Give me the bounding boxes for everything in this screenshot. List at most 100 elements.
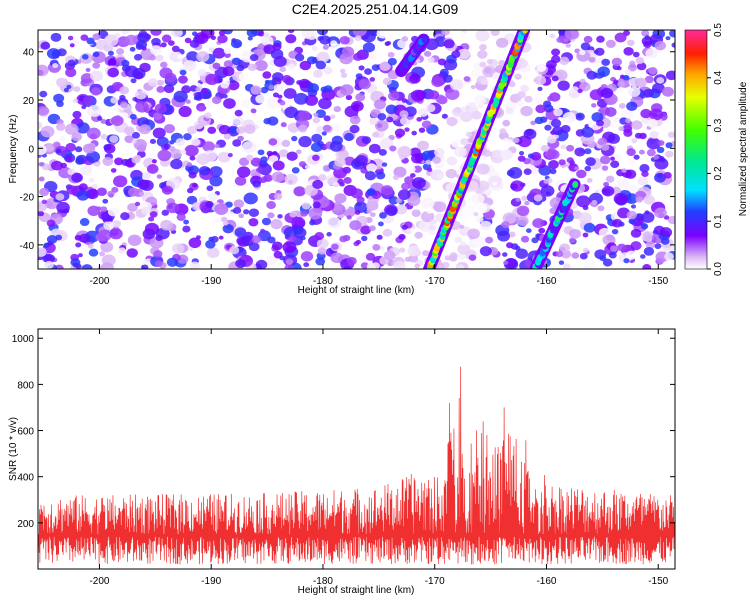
heatmap-cell xyxy=(273,251,283,259)
heatmap-cell xyxy=(407,195,421,207)
heatmap-cell xyxy=(156,174,162,179)
heatmap-cell xyxy=(286,151,298,161)
heatmap-cell xyxy=(602,188,607,193)
heatmap-cell xyxy=(167,40,175,46)
heatmap-cell xyxy=(124,65,139,78)
heatmap-cell xyxy=(543,179,550,184)
heatmap-cell xyxy=(171,243,185,254)
heatmap-cell xyxy=(82,95,94,106)
heatmap-streak-cell xyxy=(572,181,579,189)
heatmap-cell xyxy=(369,117,378,125)
heatmap-cell xyxy=(459,224,465,229)
heatmap-cell xyxy=(182,225,191,233)
heatmap-cell xyxy=(207,126,217,134)
heatmap-cell xyxy=(41,199,47,205)
heatmap-cell xyxy=(530,151,542,161)
heatmap-cell xyxy=(474,95,486,105)
heatmap-cell xyxy=(458,208,472,220)
heatmap-cell xyxy=(428,90,440,100)
heatmap-cell xyxy=(75,242,82,248)
heatmap-cell xyxy=(441,113,448,119)
heatmap-cell xyxy=(176,213,186,221)
heatmap-cell xyxy=(611,228,619,235)
heatmap-cell xyxy=(537,86,543,92)
heatmap-streak-cell xyxy=(522,30,529,34)
heatmap-cell xyxy=(282,241,297,254)
heatmap-cell xyxy=(610,160,620,169)
heatmap-cell xyxy=(366,188,376,196)
heatmap-cell xyxy=(217,151,231,163)
heatmap-cell xyxy=(436,172,444,179)
heatmap-cell xyxy=(626,101,638,111)
heatmap-cell xyxy=(625,250,637,260)
heatmap-cell xyxy=(497,230,511,242)
heatmap-cell xyxy=(260,156,268,163)
heatmap-cell xyxy=(86,151,101,163)
heatmap-cell xyxy=(430,186,440,195)
heatmap-cell xyxy=(107,67,119,78)
heatmap-cell xyxy=(270,219,283,230)
heatmap-cell xyxy=(135,101,149,113)
heatmap-cell xyxy=(475,216,484,223)
heatmap-cell xyxy=(524,200,530,206)
heatmap-cell xyxy=(159,67,173,79)
heatmap-cell xyxy=(516,58,528,69)
heatmap-cell xyxy=(263,44,276,55)
colorbar: 0.0 0.1 0.2 0.3 0.4 0.5 Normalized spectral a… xyxy=(684,23,749,276)
heatmap-cell xyxy=(393,166,407,178)
heatmap-cell xyxy=(236,166,251,178)
heatmap-cell xyxy=(362,42,376,53)
heatmap-cell xyxy=(365,252,376,261)
heatmap-cell xyxy=(127,187,139,197)
heatmap-cell xyxy=(234,109,243,117)
heatmap-cell xyxy=(594,47,605,56)
snr-x-axis: -200 -190 -180 -170 -160 -150 xyxy=(89,329,669,587)
heatmap-cell xyxy=(81,54,89,60)
heatmap-cell xyxy=(272,92,279,98)
heatmap-cell xyxy=(656,77,665,84)
heatmap-cell xyxy=(630,204,637,209)
heatmap-cell xyxy=(422,250,430,257)
heatmap-cell xyxy=(487,175,502,188)
heatmap-cell xyxy=(41,163,51,171)
heatmap-cell xyxy=(596,35,605,43)
heatmap-cell xyxy=(222,223,234,234)
snr-series-line xyxy=(38,366,675,565)
heatmap-cell xyxy=(591,103,597,108)
heatmap-cell xyxy=(443,59,458,71)
heatmap-cell xyxy=(366,209,372,214)
heatmap-cell xyxy=(669,30,675,38)
heatmap-cell xyxy=(525,228,532,234)
heatmap-cell xyxy=(366,262,376,269)
heatmap-cell xyxy=(585,157,596,166)
heatmap-cell xyxy=(107,206,120,217)
heatmap-cell xyxy=(534,75,547,86)
heatmap-cell xyxy=(625,118,631,124)
heatmap-y-axis: -40 -20 0 20 40 xyxy=(20,48,675,252)
heatmap-cell xyxy=(312,117,321,124)
heatmap-cell xyxy=(344,132,354,142)
heatmap-cell xyxy=(218,235,224,240)
heatmap-cell xyxy=(266,96,281,109)
heatmap-cell xyxy=(432,156,442,164)
heatmap-cell xyxy=(597,66,611,77)
heatmap-cell xyxy=(104,143,116,154)
heatmap-cell xyxy=(358,79,371,90)
heatmap-cell xyxy=(166,202,180,214)
snr-x-tick-label: -180 xyxy=(313,576,333,587)
heatmap-cell xyxy=(512,137,520,144)
heatmap-cell xyxy=(293,186,306,197)
heatmap-cell xyxy=(424,50,432,57)
heatmap-cell xyxy=(90,87,101,96)
heatmap-cell xyxy=(53,93,65,103)
heatmap-cell xyxy=(71,132,83,142)
heatmap-cell xyxy=(127,234,142,246)
heatmap-cell xyxy=(260,35,274,46)
heatmap-cell xyxy=(607,133,620,144)
heatmap-cell xyxy=(103,220,115,230)
heatmap-cell xyxy=(505,107,514,115)
heatmap-cell xyxy=(150,30,162,36)
heatmap-cell xyxy=(376,122,383,128)
